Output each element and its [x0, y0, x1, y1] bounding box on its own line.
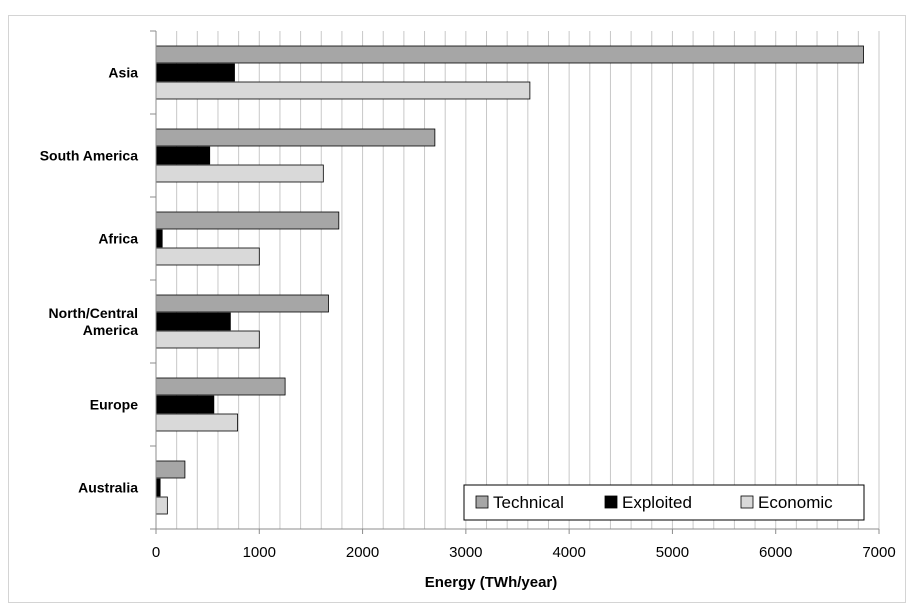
x-tick-labels: 0 1000 2000 3000 4000 5000 6000 7000 [152, 544, 896, 561]
bar-technical [155, 211, 340, 230]
x-tick-label: 7000 [862, 544, 895, 561]
grid-lines [176, 31, 880, 529]
category-label: Europe [90, 397, 138, 413]
bar-economic [155, 496, 168, 515]
category-label: America [83, 322, 138, 338]
x-tick-label: 2000 [346, 544, 379, 561]
bar-economic [155, 81, 531, 100]
bar-technical [155, 294, 329, 313]
category-labels: Asia South America Africa North/CentralAmer… [40, 65, 138, 496]
legend-swatch-technical [475, 495, 489, 509]
x-tick-label: 6000 [759, 544, 792, 561]
legend-label-technical: Technical [493, 493, 564, 512]
category-label: North/Central [49, 305, 138, 321]
x-axis-title: Energy (TWh/year) [425, 574, 558, 591]
bar-exploited [155, 395, 215, 414]
legend-swatch-economic [740, 495, 754, 509]
axes [150, 30, 880, 534]
category-label: Africa [98, 231, 138, 247]
bar-exploited [155, 63, 235, 82]
x-tick-label: 5000 [656, 544, 689, 561]
x-tick-label: 4000 [552, 544, 585, 561]
bar-technical [155, 45, 864, 64]
bar-economic [155, 330, 260, 349]
legend-swatch-exploited [604, 495, 618, 509]
bar-exploited [155, 146, 211, 165]
bar-technical [155, 377, 286, 396]
bar-exploited [155, 229, 163, 248]
x-tick-label: 1000 [243, 544, 276, 561]
bar-technical [155, 460, 186, 479]
bar-exploited [155, 312, 231, 331]
x-tick-label: 0 [152, 544, 160, 561]
bar-economic [155, 164, 324, 183]
bars [155, 45, 864, 515]
legend-label-economic: Economic [758, 493, 833, 512]
legend-box [463, 484, 865, 521]
legend: Technical Exploited Economic [463, 484, 865, 521]
bar-technical [155, 128, 436, 147]
legend-label-exploited: Exploited [622, 493, 692, 512]
bar-economic [155, 413, 238, 432]
bar-economic [155, 247, 260, 266]
x-tick-label: 3000 [449, 544, 482, 561]
category-label: Asia [108, 65, 138, 81]
bar-exploited [155, 478, 161, 497]
category-label: South America [40, 148, 138, 164]
category-label: Australia [78, 480, 138, 496]
